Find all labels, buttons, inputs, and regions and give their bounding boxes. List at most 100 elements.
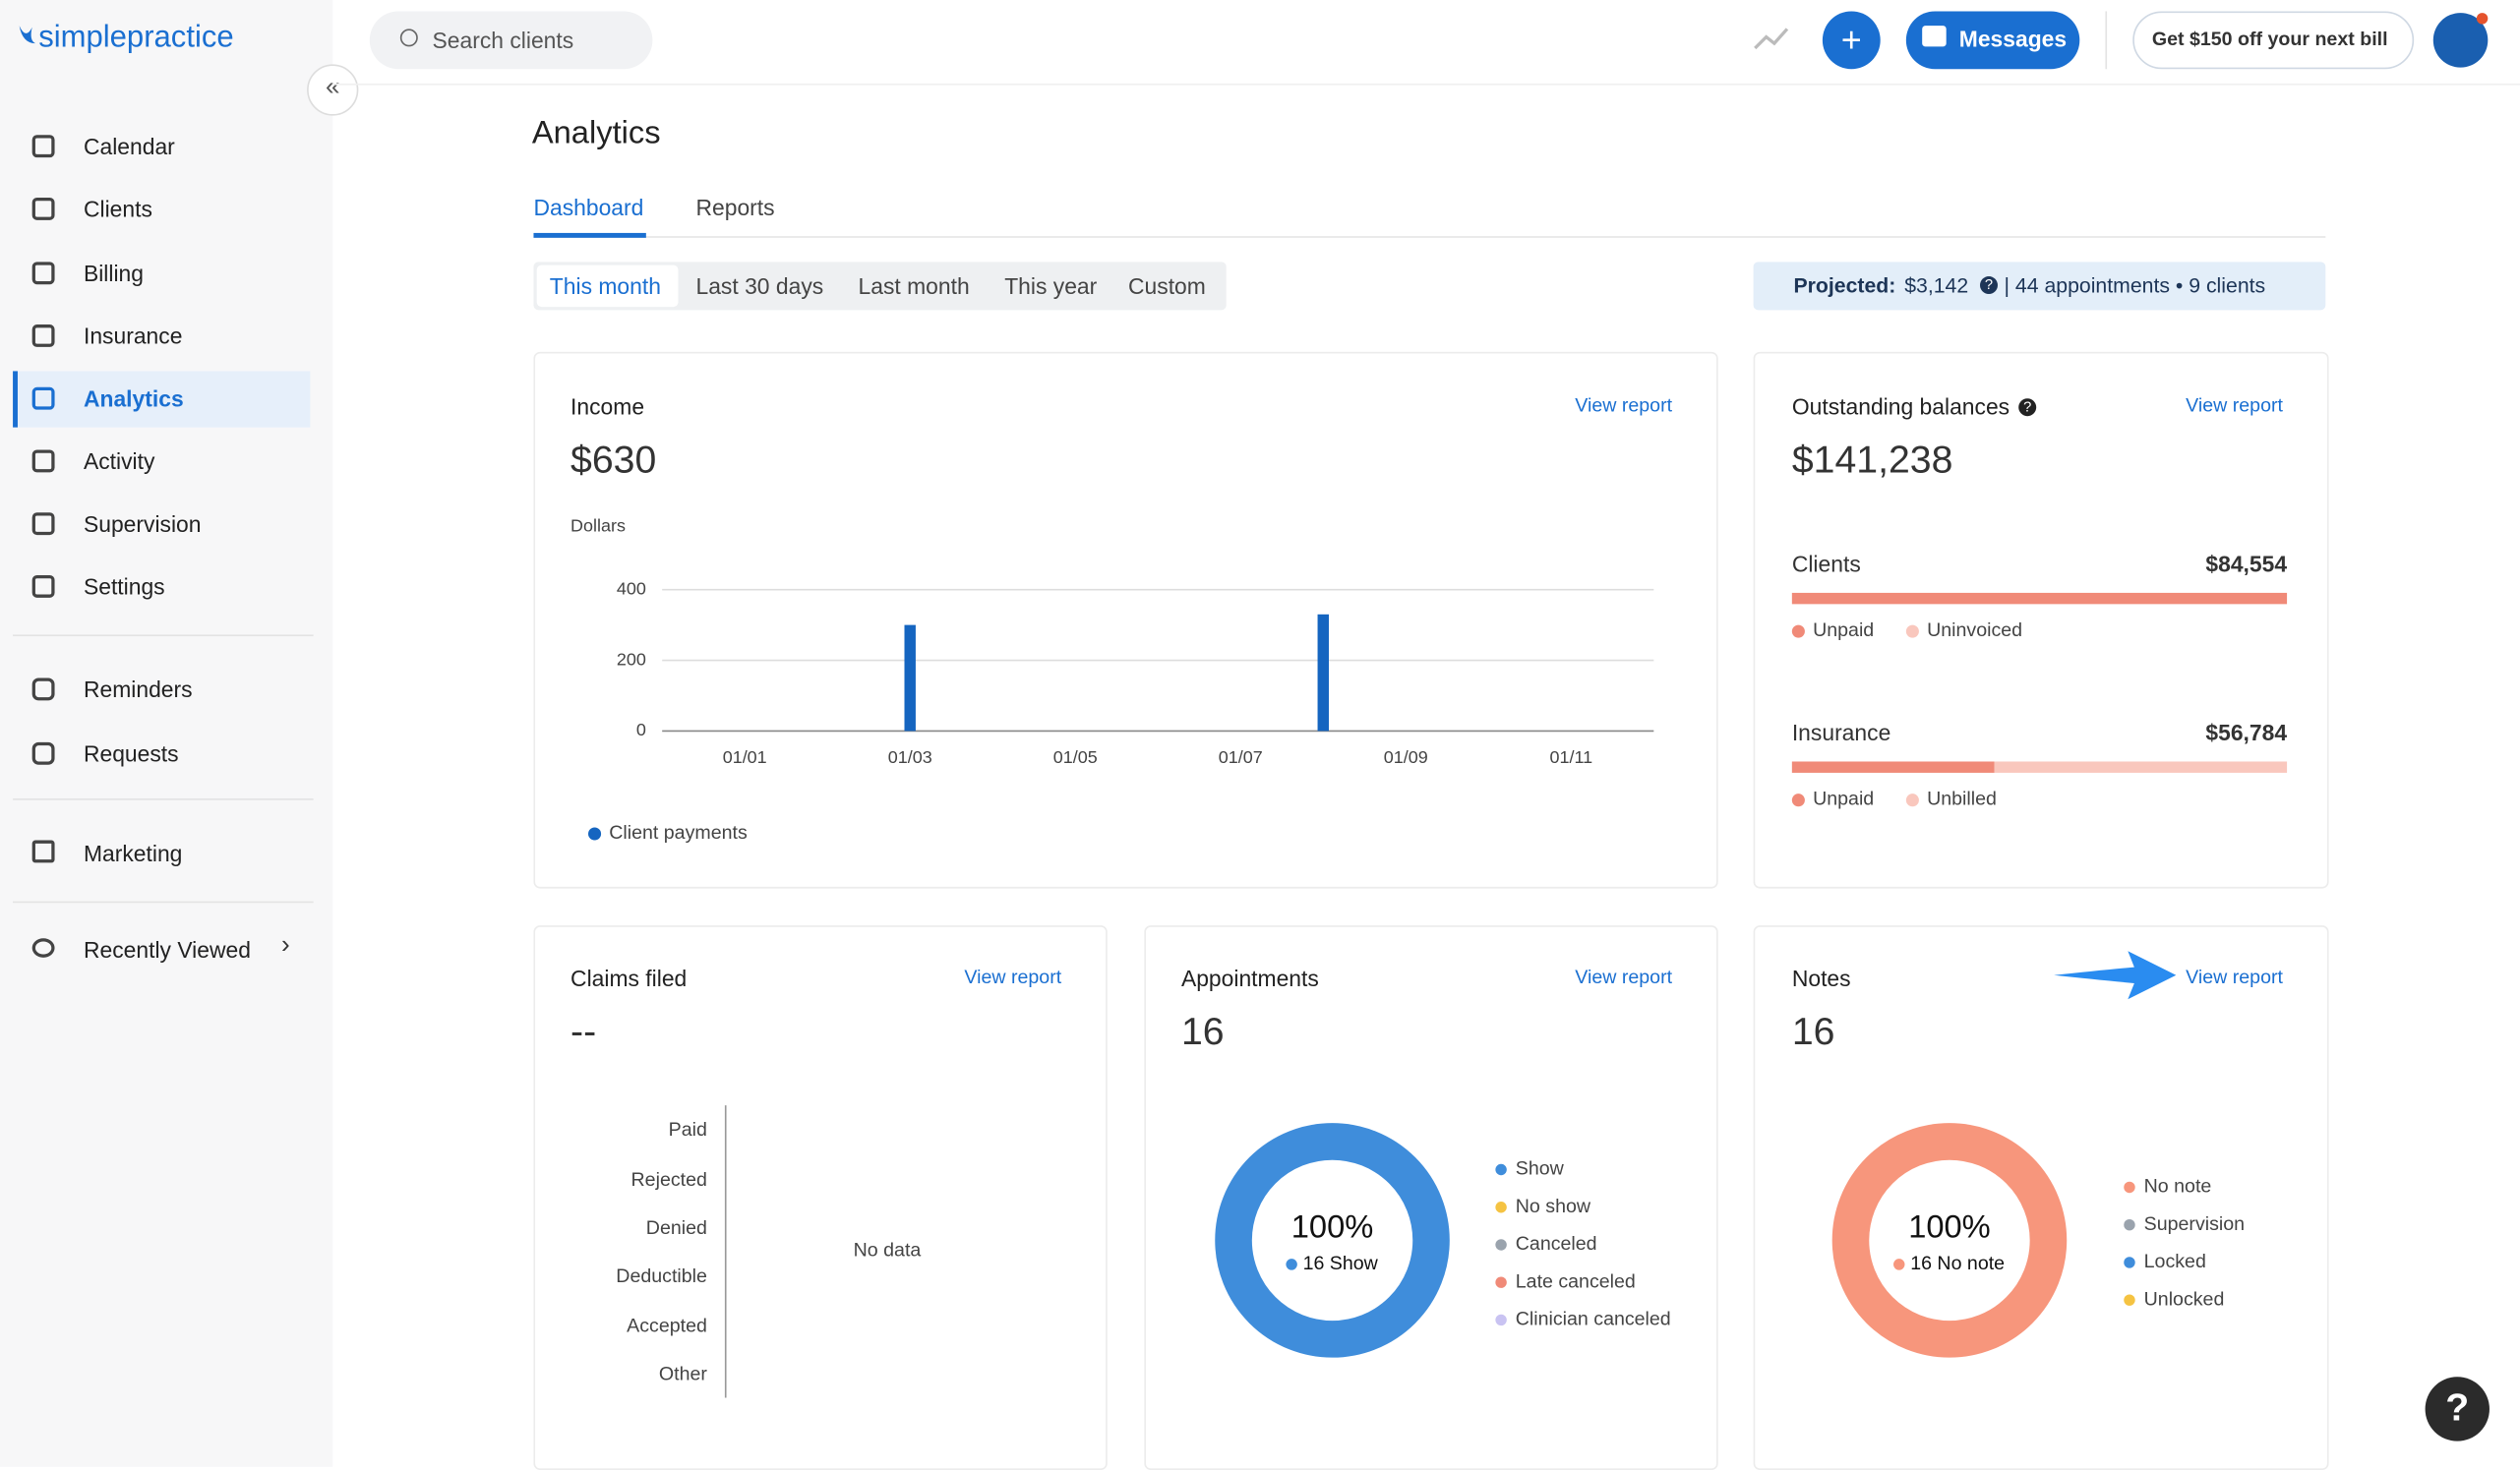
view-report[interactable]: View report [2186, 393, 2283, 417]
legend-label: Unlocked [2144, 1288, 2225, 1310]
nav-item[interactable]: Billing [83, 260, 145, 286]
promo-label[interactable]: Get $150 off your next bill [2151, 27, 2388, 50]
nav-item[interactable]: Supervision [83, 510, 202, 537]
view-report[interactable]: View report [964, 965, 1062, 988]
legend-label: No note [2144, 1176, 2212, 1198]
range-selected [536, 265, 679, 308]
nav-icon [31, 512, 55, 536]
range-option[interactable]: Last month [858, 272, 970, 299]
legend-dot [1791, 624, 1805, 638]
legend-label: Locked [2144, 1251, 2206, 1272]
range-option[interactable]: Custom [1128, 272, 1206, 299]
y-tick-label: 200 [617, 649, 646, 669]
outstanding-card [1753, 351, 2329, 889]
messages-label[interactable]: Messages [1958, 26, 2068, 52]
logo-icon [19, 26, 35, 44]
legend-label: Unbilled [1927, 787, 1997, 810]
search-icon [399, 29, 418, 47]
nav-item[interactable]: Reminders [83, 676, 193, 703]
range-option[interactable]: Last 30 days [695, 272, 824, 299]
nav-icon [31, 840, 55, 863]
pointer-arrow [2054, 951, 2177, 1000]
promo-button[interactable] [2132, 11, 2415, 70]
legend-label: Clinician canceled [1516, 1309, 1671, 1330]
claims-row-label: Deductible [616, 1264, 707, 1287]
projected-label: Projected: [1793, 272, 1896, 298]
card-total: 16 [1180, 1010, 1225, 1054]
nav-icon [31, 197, 55, 220]
donut-center-sublabel: 16 No note [1910, 1253, 2005, 1274]
card-total: 16 [1791, 1010, 1835, 1054]
claims-row-label: Accepted [627, 1314, 707, 1337]
range-option[interactable]: This year [1004, 272, 1098, 299]
card-title: Income [570, 393, 645, 420]
x-tick-label: 01/03 [888, 747, 932, 767]
donut-segment [1831, 1123, 2068, 1358]
legend-dot [1495, 1202, 1507, 1213]
legend-label: No show [1516, 1196, 1591, 1217]
view-report[interactable]: View report [2186, 965, 2283, 988]
balance-segment [1995, 761, 2288, 773]
bar [904, 624, 916, 732]
balance-name: Insurance [1791, 720, 1891, 746]
legend-label: Supervision [2144, 1213, 2245, 1235]
legend-dot [1791, 794, 1805, 807]
nav-icon [31, 324, 55, 347]
header-border [332, 83, 2520, 86]
range-option[interactable]: This month [549, 272, 661, 299]
legend-label: Canceled [1516, 1233, 1597, 1255]
donut-center-label: 100% [1291, 1208, 1374, 1245]
projected-box [1753, 262, 2326, 311]
help-icon[interactable]: ? [1980, 276, 1998, 295]
add-button[interactable]: + [1822, 11, 1881, 70]
card-title: Claims filed [570, 965, 688, 992]
legend-dot [2124, 1218, 2135, 1231]
tab-border [533, 236, 2326, 238]
nav-icon [31, 386, 55, 410]
trend-icon[interactable] [1752, 25, 1790, 53]
legend-label: Late canceled [1516, 1270, 1636, 1292]
collapse-button[interactable]: « [307, 64, 359, 116]
nav-item[interactable]: Insurance [83, 323, 183, 349]
legend-dot [1495, 1163, 1507, 1176]
help-button[interactable]: ? [2425, 1377, 2490, 1441]
legend-label: Unpaid [1813, 618, 1875, 641]
legend-dot [1495, 1239, 1507, 1251]
legend-label: Client payments [609, 822, 748, 844]
projected-value: $3,142 [1904, 272, 1969, 298]
logo[interactable]: simplepractice [38, 21, 234, 55]
nav-item[interactable]: Clients [83, 196, 152, 222]
sidebar [0, 0, 333, 1467]
help-icon[interactable]: ? [2018, 398, 2037, 417]
nav-item[interactable]: Analytics [83, 385, 184, 412]
income-card [533, 351, 1718, 889]
nav-item[interactable]: Requests [83, 740, 179, 767]
claims-row-label: Denied [645, 1215, 707, 1239]
nav-item[interactable]: Recently Viewed [83, 936, 251, 963]
search-placeholder: Search clients [432, 27, 574, 53]
balance-segment [1791, 592, 2288, 605]
nav-icon [31, 574, 55, 598]
nav-icon [31, 938, 55, 958]
tab[interactable]: Dashboard [533, 194, 644, 220]
x-tick-label: 01/07 [1219, 747, 1263, 767]
nav-item[interactable]: Calendar [83, 133, 175, 159]
chevron[interactable]: › [280, 931, 290, 960]
view-report[interactable]: View report [1575, 393, 1673, 417]
bar [1317, 614, 1329, 732]
claims-card [533, 925, 1108, 1470]
legend-label: Unpaid [1813, 787, 1875, 810]
messages-icon [1922, 26, 1947, 47]
active-nav-bg [13, 371, 311, 428]
nav-icon [31, 741, 55, 765]
tab[interactable]: Reports [695, 194, 775, 220]
legend-dot [2124, 1257, 2135, 1268]
card-total: -- [570, 1010, 597, 1054]
nav-item[interactable]: Activity [83, 447, 155, 475]
view-report[interactable]: View report [1575, 965, 1673, 988]
nav-item[interactable]: Settings [83, 573, 165, 600]
nav-item[interactable]: Marketing [83, 840, 183, 866]
legend-dot [1905, 624, 1919, 638]
